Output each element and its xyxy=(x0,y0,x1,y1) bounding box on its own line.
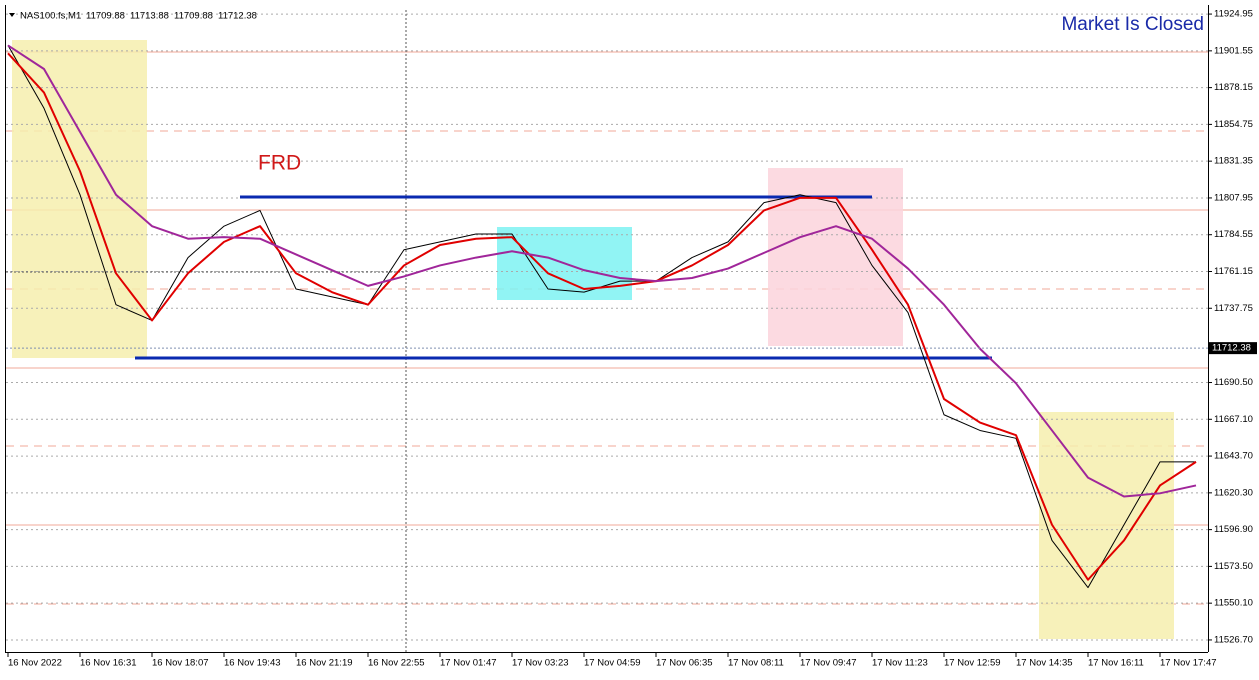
x-tick-label: 16 Nov 16:31 xyxy=(80,658,137,669)
x-tick-label: 17 Nov 14:35 xyxy=(1016,658,1073,669)
price-line xyxy=(7,44,1197,498)
menu-arrow[interactable] xyxy=(9,13,15,17)
x-tick-label: 16 Nov 21:19 xyxy=(296,658,353,669)
x-tick-label: 17 Nov 11:23 xyxy=(872,658,928,669)
ohlc: 11713.88 xyxy=(130,11,169,22)
x-tick-label: 16 Nov 2022 xyxy=(8,658,62,669)
y-tick-label: 11807.95 xyxy=(1214,192,1253,203)
zone xyxy=(768,168,903,346)
current-price-box xyxy=(1209,342,1257,355)
y-tick-label: 11550.10 xyxy=(1214,598,1253,609)
y-tick-label: 11643.70 xyxy=(1214,451,1253,462)
symbol: NAS100.fs,M1 xyxy=(20,11,81,22)
ohlc: 11712.38 xyxy=(218,11,257,22)
y-tick-label: 11761.15 xyxy=(1214,266,1253,277)
x-tick-label: 17 Nov 01:47 xyxy=(440,658,497,669)
x-tick-label: 17 Nov 09:47 xyxy=(800,658,857,669)
y-tick-label: 11526.70 xyxy=(1214,634,1253,645)
market-status: Market Is Closed xyxy=(1061,14,1204,35)
x-tick-label: 16 Nov 19:43 xyxy=(224,658,281,669)
y-tick-label: 11620.30 xyxy=(1214,487,1253,498)
x-tick-label: 16 Nov 18:07 xyxy=(152,658,209,669)
x-tick-label: 17 Nov 06:35 xyxy=(656,658,713,669)
y-tick-label: 11924.95 xyxy=(1214,9,1253,20)
x-tick-label: 16 Nov 22:55 xyxy=(368,658,425,669)
y-tick-label: 11901.55 xyxy=(1214,45,1253,56)
x-tick-label: 17 Nov 17:47 xyxy=(1160,658,1217,669)
x-tick-label: 17 Nov 08:11 xyxy=(728,658,784,669)
y-tick-label: 11878.15 xyxy=(1214,82,1253,93)
y-tick-label: 11737.75 xyxy=(1214,303,1253,314)
y-tick-label: 11854.75 xyxy=(1214,119,1253,130)
ohlc: 11709.88 xyxy=(174,11,213,22)
ohlc: 11709.88 xyxy=(86,11,125,22)
x-tick-label: 17 Nov 04:59 xyxy=(584,658,641,669)
zone xyxy=(12,40,147,358)
zone xyxy=(1039,412,1174,639)
annotation: FRD xyxy=(258,152,301,175)
y-tick-label: 11784.55 xyxy=(1214,229,1253,240)
x-tick-label: 17 Nov 03:23 xyxy=(512,658,569,669)
y-tick-label: 11831.35 xyxy=(1214,156,1253,167)
plot xyxy=(7,44,1197,589)
levels xyxy=(6,51,1208,605)
y-tick-label: 11690.50 xyxy=(1214,377,1253,388)
grid xyxy=(6,13,1208,641)
y-tick-label: 11573.50 xyxy=(1214,561,1253,572)
price-line xyxy=(7,52,1197,581)
y-tick-label: 11667.10 xyxy=(1214,414,1253,425)
current-price-label: 11712.38 xyxy=(1212,343,1251,354)
y-tick-label: 11596.90 xyxy=(1214,524,1253,535)
x-tick-label: 17 Nov 12:59 xyxy=(944,658,1001,669)
x-tick-label: 17 Nov 16:11 xyxy=(1088,658,1144,669)
